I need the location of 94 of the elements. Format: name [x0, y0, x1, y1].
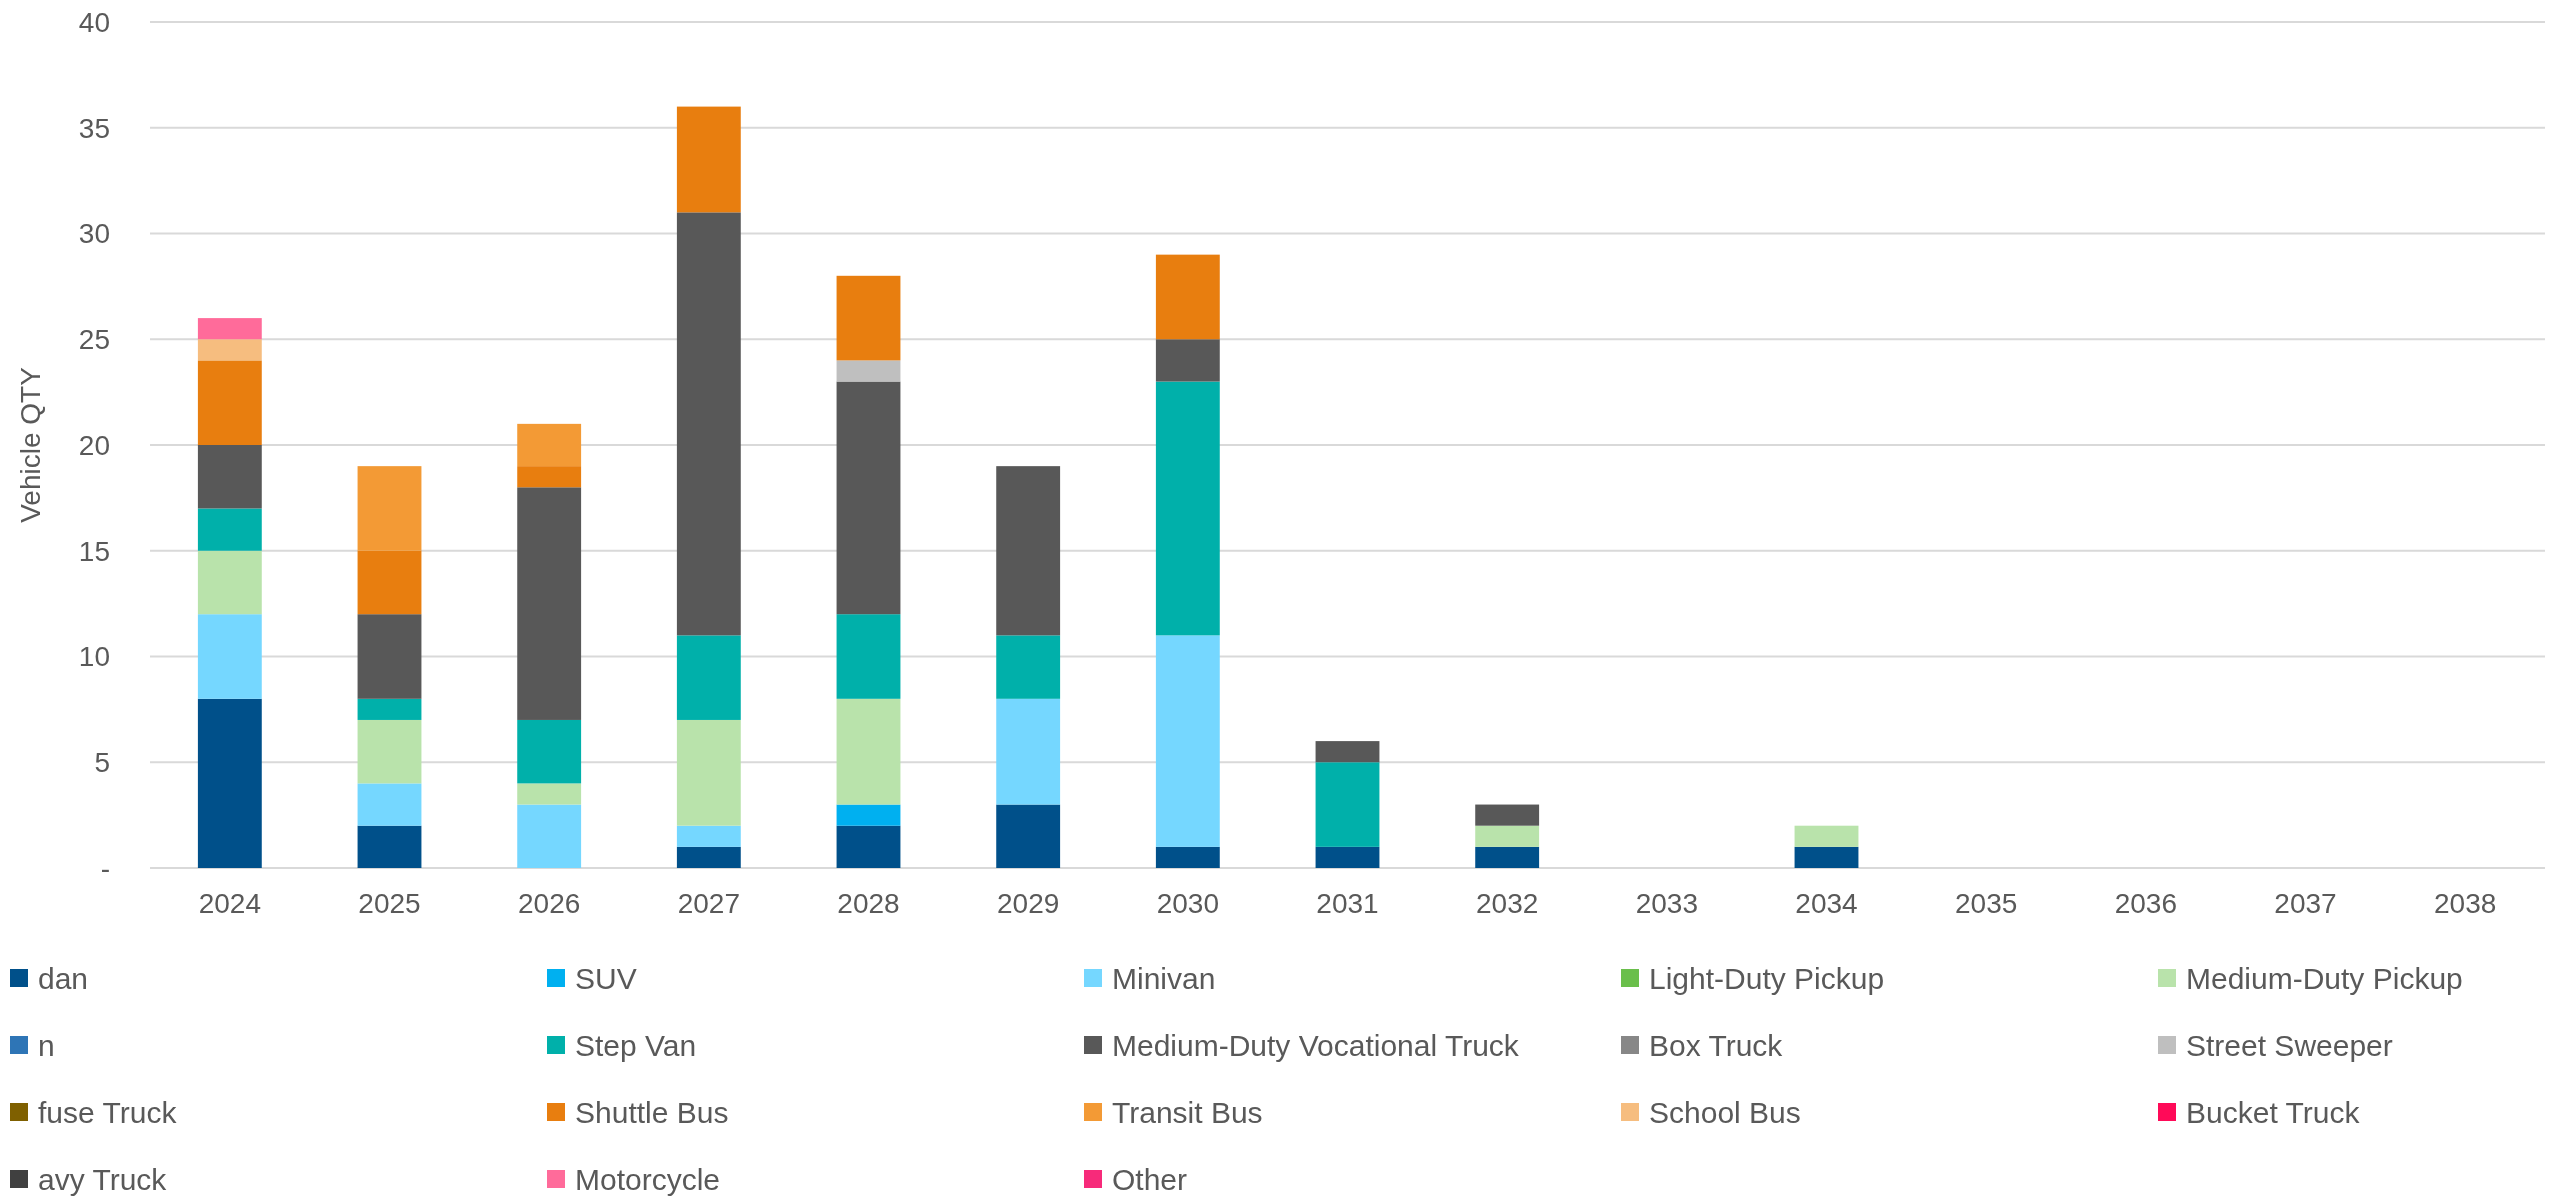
legend-label: Step Van [575, 1028, 697, 1062]
x-tick-label: 2025 [358, 888, 421, 919]
y-tick-label: 5 [94, 747, 110, 779]
y-tick-label: 40 [78, 6, 110, 38]
bar [1155, 635, 1220, 847]
bar [1315, 846, 1380, 868]
bar [836, 360, 901, 382]
bar [836, 275, 901, 361]
bar [517, 719, 582, 784]
x-tick-label: 2027 [677, 888, 740, 919]
y-tick-label: 35 [78, 112, 110, 144]
bar [1315, 762, 1380, 847]
bar [357, 825, 422, 868]
bar [357, 550, 422, 615]
x-tick-label: 2030 [1156, 888, 1219, 919]
y-tick-label: 25 [78, 324, 110, 356]
y-tick-label: 30 [78, 218, 110, 250]
bar [676, 106, 741, 213]
legend-label: Motorcycle [575, 1162, 721, 1196]
legend-label: Box Truck [1649, 1028, 1784, 1062]
legend-label: fuse Truck [38, 1095, 178, 1129]
bar [676, 212, 741, 636]
bar [357, 698, 422, 720]
bar [1794, 846, 1859, 868]
bar [197, 360, 262, 445]
legend-label: SUV [575, 961, 637, 995]
bar [517, 423, 582, 467]
bar [357, 466, 422, 551]
y-tick-label: 20 [78, 429, 110, 461]
bar [517, 487, 582, 720]
x-tick-label: 2026 [518, 888, 581, 919]
legend-label: School Bus [1649, 1095, 1801, 1129]
bar [996, 804, 1061, 868]
bar [197, 339, 262, 361]
bar [197, 445, 262, 509]
legend-label: n [38, 1028, 55, 1062]
y-axis-title: Vehicle QTY [15, 366, 46, 523]
bar [996, 466, 1061, 636]
legend-label: avy Truck [38, 1162, 168, 1196]
legend-label: Bucket Truck [2186, 1095, 2361, 1129]
bar [197, 508, 262, 551]
bar [197, 698, 262, 868]
bar [1315, 741, 1380, 763]
bar [357, 614, 422, 699]
bar [517, 783, 582, 805]
legend-label: Minivan [1112, 961, 1216, 995]
bar [357, 783, 422, 826]
legend-label: dan [38, 961, 89, 995]
bar [836, 698, 901, 805]
bar [676, 719, 741, 826]
x-tick-label: 2038 [2434, 888, 2497, 919]
legend-label: Medium-Duty Pickup [2186, 961, 2463, 995]
bar [1475, 825, 1540, 847]
x-tick-label: 2035 [1955, 888, 2018, 919]
bar [517, 804, 582, 868]
y-tick-label: - [100, 852, 110, 884]
bar [197, 318, 262, 340]
x-tick-label: 2029 [997, 888, 1060, 919]
x-tick-label: 2028 [837, 888, 900, 919]
x-tick-label: 2037 [2274, 888, 2337, 919]
legend-label: Medium-Duty Vocational Truck [1112, 1028, 1520, 1062]
bar [996, 635, 1061, 699]
x-tick-label: 2031 [1316, 888, 1379, 919]
legend-label: Other [1112, 1162, 1188, 1196]
y-tick-label: 10 [78, 641, 110, 673]
bar [357, 719, 422, 784]
x-tick-label: 2032 [1476, 888, 1539, 919]
bar [1155, 381, 1220, 636]
bar [1794, 825, 1859, 847]
bar [197, 614, 262, 699]
legend-label: Light-Duty Pickup [1649, 961, 1885, 995]
bar [676, 846, 741, 868]
bar [1155, 254, 1220, 340]
bar [1475, 804, 1540, 826]
bar [1155, 846, 1220, 868]
bar [1155, 339, 1220, 382]
x-tick-label: 2024 [198, 888, 261, 919]
legend-label: Shuttle Bus [575, 1095, 729, 1129]
bar [836, 804, 901, 826]
bar [517, 466, 582, 488]
bar [836, 614, 901, 699]
bar [996, 698, 1061, 805]
x-tick-label: 2034 [1795, 888, 1858, 919]
bar [676, 635, 741, 720]
x-tick-label: 2033 [1635, 888, 1698, 919]
x-tick-label: 2036 [2114, 888, 2177, 919]
y-tick-label: 15 [78, 535, 110, 567]
bar [676, 825, 741, 847]
bar [197, 550, 262, 615]
bar [1475, 846, 1540, 868]
legend-label: Transit Bus [1112, 1095, 1263, 1129]
bar [836, 381, 901, 615]
legend-label: Street Sweeper [2186, 1028, 2393, 1062]
bar [836, 825, 901, 868]
